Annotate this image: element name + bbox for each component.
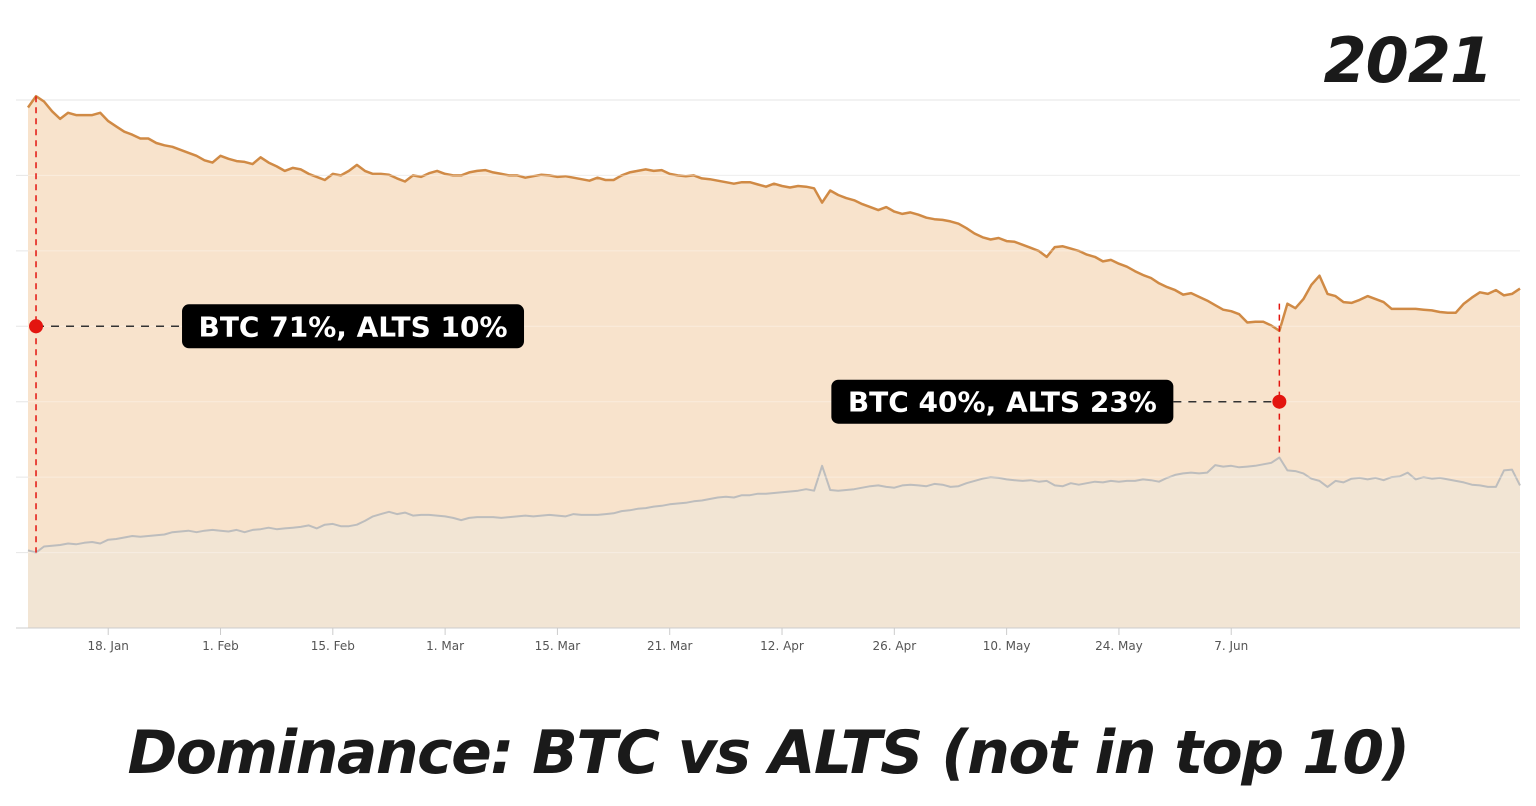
x-tick-label: 1. Feb xyxy=(202,639,239,653)
x-tick-label: 10. May xyxy=(983,639,1031,653)
series-alts-line xyxy=(27,456,1521,554)
series-alts-area xyxy=(28,457,1520,628)
x-tick-label: 21. Mar xyxy=(647,639,693,653)
x-tick-label: 26. Apr xyxy=(872,639,916,653)
annotation-label: BTC 71%, ALTS 10% xyxy=(198,310,507,343)
x-tick-label: 12. Apr xyxy=(760,639,804,653)
annotation-box xyxy=(831,379,1174,424)
x-tick-label: 18. Jan xyxy=(88,639,129,653)
x-tick-label: 7. Jun xyxy=(1214,639,1248,653)
x-tick-label: 15. Feb xyxy=(311,639,355,653)
chart-caption: Dominance: BTC vs ALTS (not in top 10) xyxy=(127,718,1411,788)
x-tick-label: 1. Mar xyxy=(426,639,464,653)
annotation-marker xyxy=(1272,394,1287,409)
area-series xyxy=(26,94,1521,628)
annotation-marker xyxy=(29,319,44,334)
annotations: BTC 71%, ALTS 10% BTC 40%, ALTS 23% xyxy=(29,96,1287,553)
annotation-label: BTC 40%, ALTS 23% xyxy=(848,386,1157,419)
series-btc-line xyxy=(26,94,1521,333)
year-label: 2021 xyxy=(1323,24,1493,97)
x-tick-label: 24. May xyxy=(1095,639,1143,653)
annotation-box xyxy=(182,304,525,349)
x-axis: 18. Jan 1. Feb 15. Feb 1. Mar 15. Mar 21. Mar… xyxy=(16,627,1520,653)
x-tick-label: 15. Mar xyxy=(535,639,581,653)
